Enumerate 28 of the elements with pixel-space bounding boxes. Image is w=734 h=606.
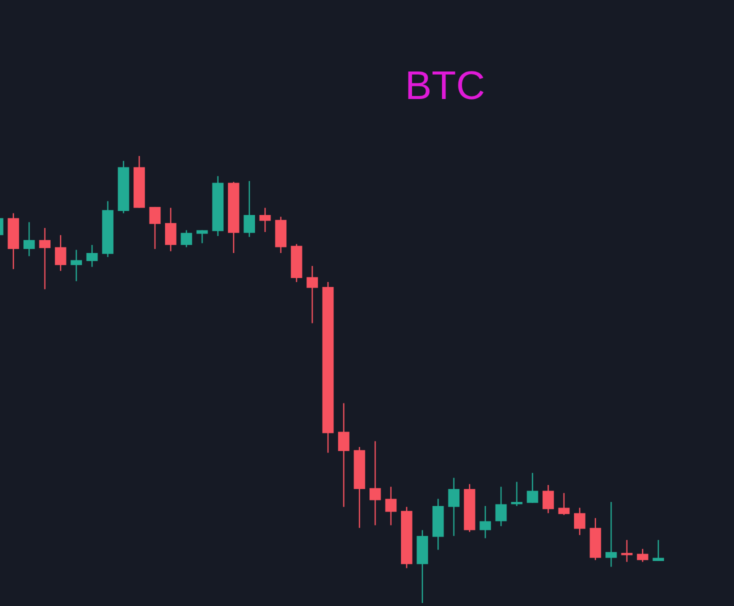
candlestick	[480, 505, 491, 539]
candlestick	[495, 486, 507, 527]
candlestick	[636, 548, 648, 562]
candlestick	[70, 249, 82, 282]
candlestick	[605, 501, 617, 568]
candlestick	[259, 207, 271, 233]
candlestick	[511, 481, 522, 507]
candlestick	[338, 402, 350, 508]
candlestick	[165, 207, 176, 252]
candlestick	[244, 180, 256, 238]
candlestick	[180, 230, 192, 248]
candlestick	[574, 507, 586, 536]
candlestick	[652, 539, 664, 562]
candlestick	[370, 440, 381, 526]
candlestick	[385, 486, 397, 526]
candlestick	[23, 222, 35, 257]
candlestick	[39, 227, 51, 290]
candlestick	[448, 477, 460, 537]
candlestick	[558, 492, 570, 516]
candlestick	[542, 484, 554, 514]
chart-title: BTC	[405, 64, 485, 108]
candlestick	[54, 234, 66, 272]
candlestick	[621, 539, 633, 562]
candlestick	[86, 244, 98, 268]
candlestick	[149, 206, 161, 250]
candlestick	[196, 230, 208, 244]
candlestick	[526, 472, 538, 504]
candlestick	[306, 265, 318, 324]
